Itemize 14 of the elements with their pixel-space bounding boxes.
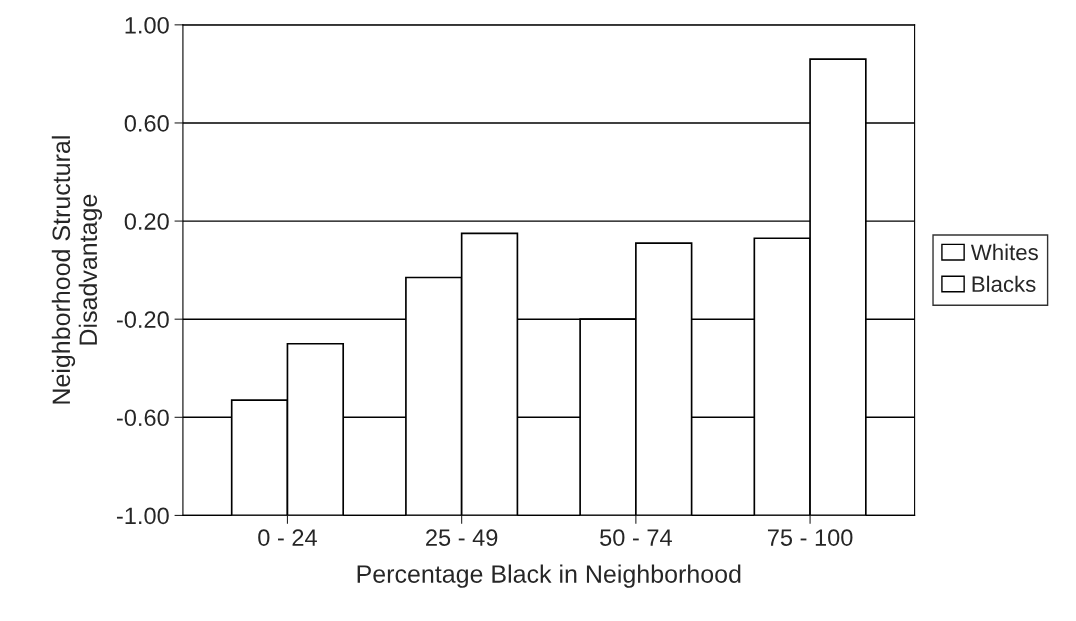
legend-label: Whites [970, 243, 1038, 261]
x-tick-label: 50 - 74 [600, 529, 672, 546]
y-axis-title: Neighborhood Structural Disadvantage [51, 136, 103, 404]
x-tick-label: 0 - 24 [258, 529, 317, 546]
x-tick-label: 25 - 49 [426, 529, 498, 546]
y-tick-label: 0.60 [124, 115, 169, 132]
x-axis-title: Percentage Black in Neighborhood [357, 564, 741, 588]
y-tick-label: 0.20 [124, 213, 169, 230]
y-tick-label: -0.20 [116, 311, 169, 328]
y-tick-label: -0.60 [116, 409, 169, 427]
y-tick-label: 1.00 [125, 16, 169, 34]
y-tick-label: -1.00 [116, 507, 169, 525]
legend-label: Blacks [972, 275, 1036, 293]
x-tick-label: 75 - 100 [767, 529, 853, 546]
